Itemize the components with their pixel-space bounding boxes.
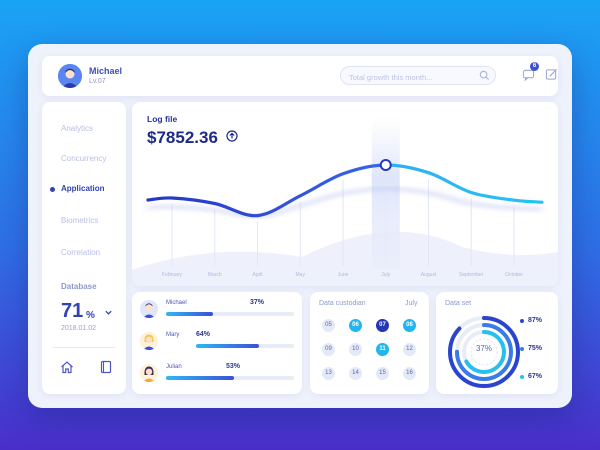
ring-arc bbox=[455, 323, 513, 381]
people-progress-panel: Michael 37% Mary 64% Julian 53% bbox=[132, 292, 302, 394]
ring-arc bbox=[448, 316, 520, 388]
person-avatar bbox=[140, 332, 158, 350]
highlight-point[interactable] bbox=[379, 159, 392, 171]
legend-value: 87% bbox=[528, 317, 543, 324]
calendar-day[interactable]: 08 bbox=[403, 319, 416, 332]
chevron-down-icon[interactable] bbox=[104, 308, 113, 317]
header-bar: Michael Lv.07 6 bbox=[42, 56, 558, 96]
search-box bbox=[340, 66, 496, 86]
search-input[interactable] bbox=[341, 69, 471, 86]
ring-inner-guide bbox=[470, 338, 498, 366]
sidebar-item-correlation[interactable]: Correlation bbox=[61, 248, 101, 257]
progress-fill bbox=[196, 344, 259, 348]
book-icon[interactable] bbox=[100, 360, 112, 374]
calendar-day[interactable]: 16 bbox=[403, 367, 416, 380]
x-tick-label: October bbox=[505, 272, 523, 278]
calendar-title: Data custodian bbox=[319, 300, 366, 307]
home-icon[interactable] bbox=[60, 360, 74, 374]
sidebar-item-concurrency[interactable]: Concurrency bbox=[61, 154, 107, 163]
calendar-day[interactable]: 09 bbox=[322, 343, 335, 356]
person-row[interactable]: Julian 53% bbox=[140, 362, 296, 386]
legend-dot bbox=[520, 347, 524, 351]
user-level: Lv.07 bbox=[89, 78, 106, 85]
person-avatar bbox=[140, 300, 158, 318]
chart-title: Log file bbox=[147, 114, 178, 124]
chart-value-amount: $7852.36 bbox=[147, 128, 218, 147]
calendar-day[interactable]: 12 bbox=[403, 343, 416, 356]
ring-arc bbox=[462, 330, 506, 374]
calendar-day[interactable]: 06 bbox=[349, 319, 362, 332]
legend-value: 67% bbox=[528, 373, 543, 380]
x-tick-label: April bbox=[252, 272, 262, 278]
calendar-day[interactable]: 11 bbox=[376, 343, 389, 356]
ring-chart bbox=[448, 316, 520, 388]
x-tick-label: May bbox=[296, 272, 306, 278]
progress-track bbox=[166, 312, 294, 316]
calendar-month[interactable]: July bbox=[405, 300, 418, 307]
calendar-day[interactable]: 07 bbox=[376, 319, 389, 332]
edit-icon[interactable] bbox=[545, 68, 558, 81]
user-avatar[interactable] bbox=[58, 64, 82, 88]
person-avatar bbox=[140, 364, 158, 382]
notification-badge: 6 bbox=[530, 62, 539, 71]
sidebar: Analytics Concurrency Application Biomet… bbox=[42, 102, 126, 394]
database-unit: % bbox=[86, 310, 95, 321]
person-name: Mary bbox=[166, 332, 180, 338]
calendar-day[interactable]: 14 bbox=[349, 367, 362, 380]
x-tick-label: March bbox=[208, 272, 222, 278]
arrow-up-circle-icon[interactable] bbox=[226, 130, 238, 142]
x-tick-label: August bbox=[421, 272, 437, 278]
sidebar-item-biometrics[interactable]: Biometrics bbox=[61, 216, 99, 225]
person-name: Julian bbox=[166, 364, 182, 370]
user-name: Michael bbox=[89, 66, 123, 76]
person-percent: 64% bbox=[196, 331, 211, 338]
calendar-day[interactable]: 10 bbox=[349, 343, 362, 356]
progress-fill bbox=[166, 376, 234, 380]
legend-dot bbox=[520, 375, 524, 379]
data-set-title: Data set bbox=[445, 300, 472, 307]
data-custodian-calendar: Data custodian July 05 06 07 08 09 10 11 12 13 14… bbox=[310, 292, 429, 394]
calendar-day[interactable]: 15 bbox=[376, 367, 389, 380]
sidebar-item-analytics[interactable]: Analytics bbox=[61, 124, 94, 133]
chat-icon[interactable] bbox=[522, 68, 535, 81]
person-percent: 53% bbox=[226, 363, 241, 370]
ring-center-label: 37% bbox=[475, 344, 492, 353]
person-row[interactable]: Michael 37% bbox=[140, 298, 296, 322]
legend-dot bbox=[520, 319, 524, 323]
person-name: Michael bbox=[166, 300, 187, 306]
x-tick-label: June bbox=[338, 272, 349, 278]
data-set-panel: Data set 37% 87% 75% 67% bbox=[436, 292, 558, 394]
person-row[interactable]: Mary 64% bbox=[140, 330, 296, 354]
x-tick-label: February bbox=[162, 272, 183, 278]
database-value: 71 bbox=[61, 300, 84, 322]
legend-value: 75% bbox=[528, 345, 543, 352]
database-label: Database bbox=[61, 282, 97, 291]
sidebar-item-application[interactable]: Application bbox=[61, 184, 105, 193]
dashboard-card: Michael Lv.07 6 Analytics Concurrency Ap… bbox=[28, 44, 572, 408]
person-percent: 37% bbox=[250, 299, 265, 306]
calendar-day[interactable]: 05 bbox=[322, 319, 335, 332]
line-chart: February March April May June July August Septe… bbox=[132, 117, 558, 286]
calendar-day[interactable]: 13 bbox=[322, 367, 335, 380]
progress-fill bbox=[166, 312, 214, 316]
highlight-band bbox=[371, 117, 400, 269]
database-date: 2018.01.02 bbox=[61, 325, 97, 332]
search-icon[interactable] bbox=[479, 70, 490, 81]
active-indicator bbox=[50, 187, 55, 192]
x-tick-label: July bbox=[381, 272, 390, 278]
x-tick-label: September bbox=[459, 272, 484, 278]
sidebar-divider bbox=[52, 347, 116, 348]
chart-value: $7852.36 bbox=[147, 128, 238, 148]
log-file-chart: February March April May June July August Septe… bbox=[132, 102, 558, 286]
progress-track bbox=[196, 344, 294, 348]
progress-track bbox=[166, 376, 294, 380]
